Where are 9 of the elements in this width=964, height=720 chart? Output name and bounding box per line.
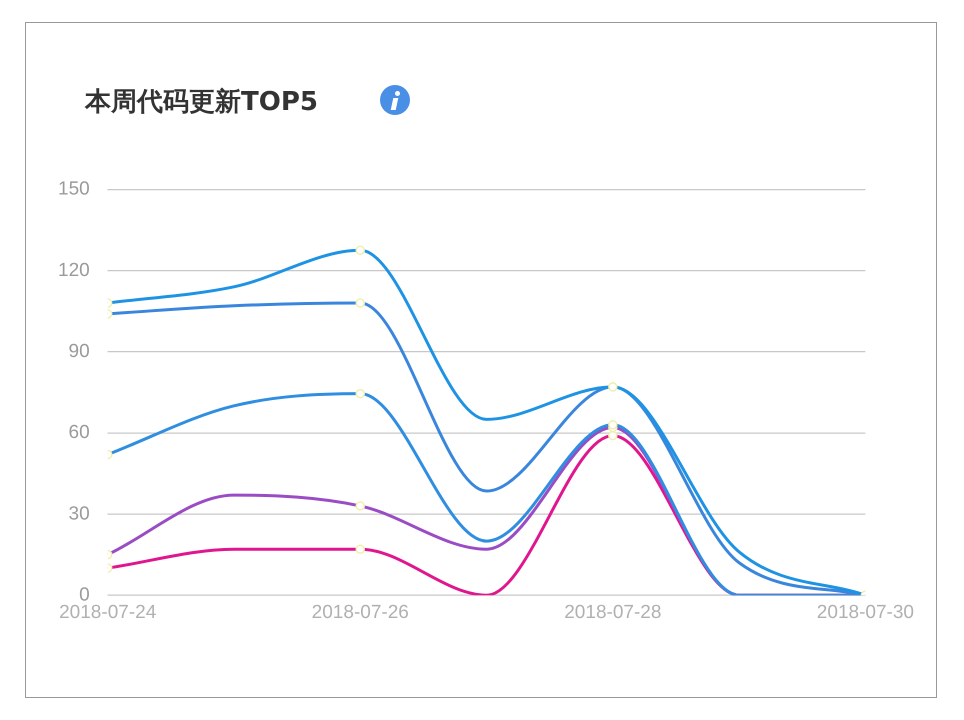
x-tick-label: 2018-07-30: [816, 602, 914, 623]
chart-title: 本周代码更新TOP5: [85, 86, 318, 119]
y-tick-label: 90: [68, 340, 90, 362]
x-tick-label: 2018-07-26: [312, 602, 409, 623]
y-tick-label: 60: [68, 422, 90, 444]
x-tick-label: 2018-07-28: [564, 602, 662, 623]
y-tick-label: 150: [58, 178, 90, 200]
y-tick-label: 120: [58, 260, 90, 281]
y-tick-label: 30: [68, 503, 90, 524]
